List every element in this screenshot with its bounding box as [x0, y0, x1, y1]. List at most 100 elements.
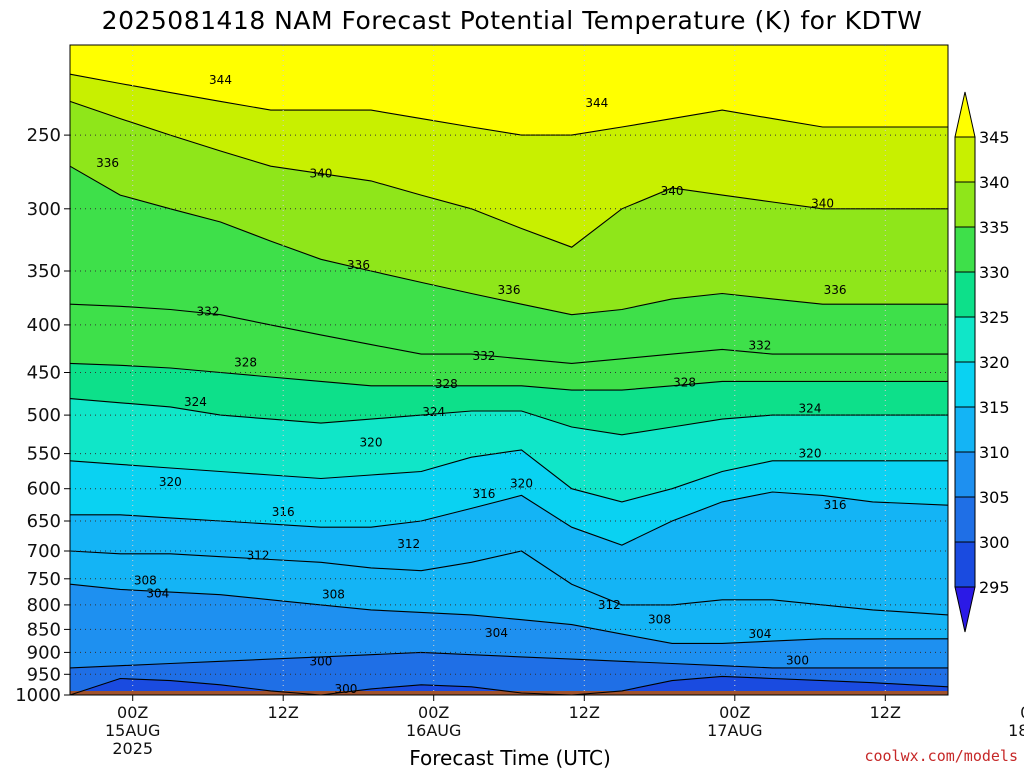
x-tick-date: 18AUG — [1008, 721, 1024, 740]
colorbar-label: 335 — [979, 218, 1010, 237]
y-tick-label: 800 — [27, 595, 61, 616]
y-tick-label: 750 — [27, 569, 61, 590]
colorbar-swatch — [954, 361, 976, 408]
x-tick-label: 00Z — [719, 703, 750, 722]
contour-label: 308 — [134, 573, 157, 587]
contour-label: 328 — [234, 356, 257, 370]
isentrope-300 — [69, 675, 949, 696]
colorbar-swatch — [954, 316, 976, 363]
colorbar-label: 340 — [979, 173, 1010, 192]
isentrope-332 — [69, 303, 948, 364]
contour-label: 344 — [209, 73, 232, 87]
y-tick-label: 550 — [27, 444, 61, 465]
colorbar-label: 325 — [979, 308, 1010, 327]
plot-frame — [69, 44, 949, 696]
colorbar-label: 320 — [979, 353, 1010, 372]
contour-label: 320 — [159, 475, 182, 489]
contour-label: 336 — [96, 156, 119, 170]
contour-label: 324 — [184, 395, 207, 409]
x-tick-label: 12Z — [870, 703, 901, 722]
contour-label: 332 — [197, 305, 220, 319]
contour-label: 304 — [146, 587, 169, 601]
credit-text: coolwx.com/models — [864, 747, 1018, 765]
contour-labels: 344 344 340 340 340 336 336 336 336 332 332 332 328 3… — [96, 73, 846, 696]
colorbar-label: 295 — [979, 578, 1010, 597]
colorbar: 345 340 335 330 325 320 315 310 305 300 295 — [954, 91, 1010, 633]
contour-label: 336 — [498, 283, 521, 297]
x-tick-label: 00Z — [418, 703, 449, 722]
y-tick-label: 1000 — [15, 685, 61, 706]
contour-label: 336 — [824, 283, 847, 297]
colorbar-label: 315 — [979, 398, 1010, 417]
y-tick-label: 650 — [27, 511, 61, 532]
contour-label: 304 — [485, 626, 508, 640]
contour-label: 308 — [648, 613, 671, 627]
colorbar-arrow-bottom — [954, 586, 976, 633]
ground-layer — [70, 691, 948, 695]
contour-label: 300 — [334, 682, 357, 696]
contour-label: 332 — [748, 339, 771, 353]
contour-label: 316 — [824, 498, 847, 512]
contour-label: 312 — [247, 549, 270, 563]
contour-label: 308 — [322, 588, 345, 602]
contour-label: 340 — [811, 196, 834, 210]
contour-label: 300 — [309, 654, 332, 668]
colorbar-label: 330 — [979, 263, 1010, 282]
chart-title: 2025081418 NAM Forecast Potential Temper… — [102, 6, 923, 35]
colorbar-arrow-top — [954, 91, 976, 138]
contour-label: 300 — [786, 653, 809, 667]
contour-label: 324 — [422, 405, 445, 419]
colorbar-swatch — [954, 136, 976, 183]
contour-label: 312 — [397, 537, 420, 551]
x-tick-label: 12Z — [569, 703, 600, 722]
colorbar-swatch — [954, 181, 976, 228]
x-tick-label: 12Z — [268, 703, 299, 722]
y-tick-label: 400 — [27, 315, 61, 336]
contour-label: 320 — [510, 476, 533, 490]
y-tick-label: 950 — [27, 664, 61, 685]
y-tick-label: 850 — [27, 619, 61, 640]
colorbar-label: 300 — [979, 533, 1010, 552]
isentrope-340 — [69, 100, 948, 248]
y-tick-label: 300 — [27, 199, 61, 220]
contour-label: 340 — [309, 167, 332, 181]
y-tick-label: 450 — [27, 363, 61, 384]
isentrope-308 — [69, 583, 948, 644]
contour-label: 344 — [585, 96, 608, 110]
contour-label: 320 — [360, 435, 383, 449]
x-tick-date: 17AUG — [707, 721, 762, 740]
y-tick-label: 350 — [27, 261, 61, 282]
x-axis-label: Forecast Time (UTC) — [409, 746, 611, 768]
y-tick-label: 900 — [27, 642, 61, 663]
colorbar-swatch — [954, 406, 976, 453]
y-tick-label: 600 — [27, 479, 61, 500]
x-tick-label: 00Z — [1020, 703, 1024, 722]
colorbar-label: 305 — [979, 488, 1010, 507]
colorbar-swatch — [954, 451, 976, 498]
plot-area — [70, 45, 948, 695]
contour-label: 324 — [799, 402, 822, 416]
isentrope-336 — [69, 165, 948, 316]
contour-lines — [69, 73, 949, 696]
band-300 — [70, 676, 948, 695]
isentrope-316 — [70, 491, 949, 546]
contour-label: 316 — [472, 487, 495, 501]
contour-label: 328 — [435, 377, 458, 391]
colorbar-swatch — [954, 541, 976, 588]
isentrope-320 — [69, 449, 948, 503]
colorbar-label: 345 — [979, 128, 1010, 147]
contour-label: 336 — [347, 258, 370, 272]
x-tick-date: 16AUG — [406, 721, 461, 740]
colorbar-label: 310 — [979, 443, 1010, 462]
contour-label: 332 — [472, 349, 495, 363]
x-axis: 00Z15AUG202512Z00Z16AUG12Z00Z17AUG12Z00Z… — [105, 695, 1024, 758]
contour-label: 312 — [598, 598, 621, 612]
colorbar-swatch — [954, 271, 976, 318]
isentrope-328 — [69, 362, 948, 391]
x-tick-year: 2025 — [112, 739, 153, 758]
contour-label: 316 — [272, 505, 295, 519]
y-tick-label: 500 — [27, 405, 61, 426]
colorbar-swatch — [954, 226, 976, 273]
grid-lines — [69, 44, 949, 696]
